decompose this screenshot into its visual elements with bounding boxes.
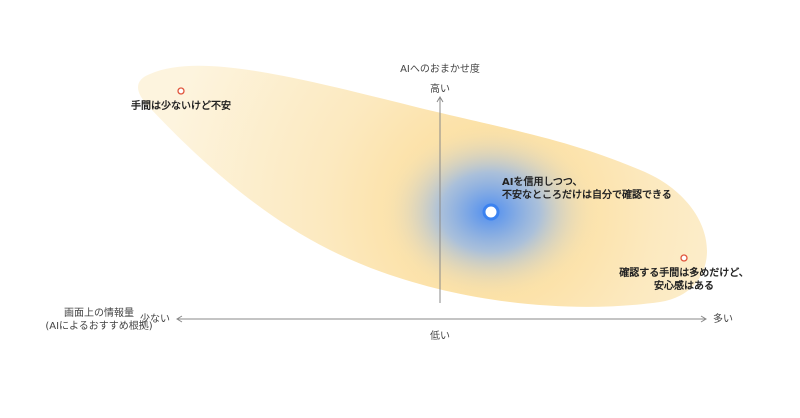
y-axis-title: AIへのおまかせ度 xyxy=(400,62,480,75)
y-low-label: 低い xyxy=(430,330,450,342)
y-high-label: 高い xyxy=(430,82,450,95)
point-label: 不安なところだけは自分で確認できる xyxy=(502,188,672,201)
x-axis-title: (AIによるおすすめ根拠) xyxy=(45,319,152,332)
point-label: 確認する手間は多めだけど、 xyxy=(618,266,749,279)
point xyxy=(680,254,688,262)
point-label: 手間は少ないけど不安 xyxy=(131,99,231,112)
point xyxy=(482,203,500,221)
point xyxy=(177,87,185,95)
highlight xyxy=(300,80,700,307)
point-label: AIを信用しつつ、 xyxy=(502,175,582,188)
x-axis-title: 画面上の情報量 xyxy=(64,306,134,319)
x-low-label: 少ない xyxy=(140,312,170,325)
point-label: 安心感はある xyxy=(654,279,714,292)
x-high-label: 多い xyxy=(713,312,733,325)
